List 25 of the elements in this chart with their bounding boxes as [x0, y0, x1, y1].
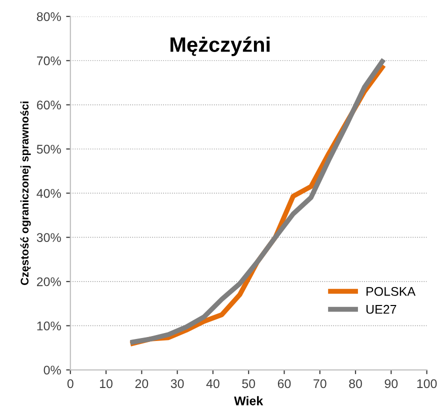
x-tick-label: 90 [384, 379, 398, 388]
x-tick-label: 80 [349, 379, 362, 388]
y-tick-label: 70% [36, 56, 61, 66]
x-tick-label: 70 [314, 379, 326, 388]
x-tick-label: 100 [417, 379, 437, 388]
y-tick-label: 0% [44, 366, 61, 375]
x-axis-title: Wiek [234, 396, 264, 406]
x-tick-label: 60 [278, 379, 291, 388]
y-tick-label: 80% [36, 12, 61, 22]
y-axis-title: Częstość ograniczonej sprawności [20, 102, 31, 286]
x-tick-label: 40 [206, 379, 220, 388]
y-tick-label: 10% [37, 322, 61, 330]
y-tick-label: 40% [36, 188, 61, 198]
x-tick-label: 30 [170, 379, 184, 388]
x-tick-label: 50 [242, 379, 256, 388]
x-tick-label: 10 [100, 379, 113, 388]
x-tick-label: 0 [67, 379, 74, 388]
legend-label: POLSKA [366, 287, 416, 296]
text: Mężczyźni [170, 36, 270, 56]
y-tick-label: 60% [36, 100, 61, 110]
y-tick-label: 50% [36, 144, 61, 154]
y-tick-label: 30% [36, 233, 61, 242]
legend-label: UE27 [366, 304, 396, 314]
x-tick-label: 20 [135, 379, 148, 388]
y-tick-label: 20% [36, 277, 61, 286]
